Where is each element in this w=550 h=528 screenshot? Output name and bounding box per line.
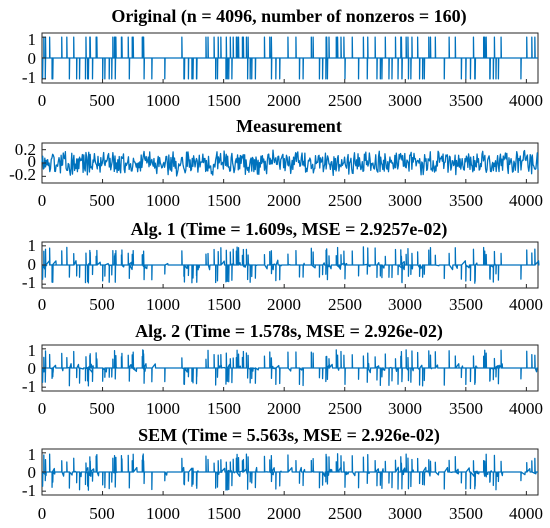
panel-title: SEM (Time = 5.563s, MSE = 2.926e-02) xyxy=(138,425,440,446)
signal-line xyxy=(41,36,538,80)
x-tick-label: 3000 xyxy=(388,295,422,314)
x-tick-labels: 0 500 1000 1500 2000 2500 3000 3500 4000 xyxy=(38,191,543,210)
y-tick-labels: 0.2 0 -0.2 xyxy=(9,140,36,184)
x-tick-label: 1000 xyxy=(146,295,180,314)
x-tick-label: 2500 xyxy=(328,504,362,523)
x-tick-label: 3000 xyxy=(388,399,422,418)
panel-measurement: Measurement 0.2 0 -0.2 0 500 1000 1500 2… xyxy=(9,116,543,210)
x-tick-label: 2000 xyxy=(267,191,301,210)
x-tick-label: 4000 xyxy=(509,91,543,110)
y-tick-labels: 1 0 -1 xyxy=(22,236,36,292)
x-tick-label: 4000 xyxy=(509,295,543,314)
x-tick-label: 3000 xyxy=(388,191,422,210)
x-tick-labels: 0 500 1000 1500 2000 2500 3000 3500 4000 xyxy=(38,91,543,110)
x-tick-labels: 0 500 1000 1500 2000 2500 3000 3500 4000 xyxy=(38,399,543,418)
y-tick-label: 1 xyxy=(28,236,37,255)
panel-title: Alg. 2 (Time = 1.578s, MSE = 2.926e-02) xyxy=(135,321,443,342)
x-tick-label: 2000 xyxy=(267,295,301,314)
x-tick-label: 3500 xyxy=(449,399,483,418)
panel-alg2: Alg. 2 (Time = 1.578s, MSE = 2.926e-02) … xyxy=(22,321,543,418)
x-tick-label: 0 xyxy=(38,504,47,523)
x-tick-label: 3500 xyxy=(449,91,483,110)
x-tick-label: 2000 xyxy=(267,91,301,110)
panel-title: Measurement xyxy=(236,116,342,136)
x-tick-label: 0 xyxy=(38,295,47,314)
y-tick-label: 1 xyxy=(28,341,37,360)
y-tick-labels: 1 0 -1 xyxy=(22,341,36,396)
x-tick-label: 2500 xyxy=(328,295,362,314)
y-tick-label: 0 xyxy=(28,49,37,68)
y-tick-label: 0.2 xyxy=(15,140,36,159)
y-tick-label: 1 xyxy=(28,445,37,464)
x-tick-label: 0 xyxy=(38,91,47,110)
signal-line xyxy=(41,349,538,387)
signal-line xyxy=(41,453,538,491)
x-tick-label: 3500 xyxy=(449,504,483,523)
panel-title: Alg. 1 (Time = 1.609s, MSE = 2.9257e-02) xyxy=(131,219,448,240)
x-tick-label: 4000 xyxy=(509,504,543,523)
x-tick-label: 4000 xyxy=(509,191,543,210)
x-tick-label: 1500 xyxy=(207,504,241,523)
x-tick-label: 2000 xyxy=(267,504,301,523)
x-tick-label: 3500 xyxy=(449,191,483,210)
x-tick-label: 3000 xyxy=(388,504,422,523)
x-tick-label: 2500 xyxy=(328,91,362,110)
x-tick-label: 500 xyxy=(89,91,115,110)
y-tick-labels: 1 0 -1 xyxy=(22,30,36,87)
y-tick-label: -1 xyxy=(22,273,36,292)
x-tick-label: 2000 xyxy=(267,399,301,418)
x-tick-label: 3500 xyxy=(449,295,483,314)
x-tick-label: 500 xyxy=(89,504,115,523)
y-tick-label: 0 xyxy=(28,255,37,274)
x-tick-label: 4000 xyxy=(509,399,543,418)
x-tick-label: 3000 xyxy=(388,91,422,110)
y-tick-labels: 1 0 -1 xyxy=(22,445,36,500)
y-tick-label: 0 xyxy=(28,359,37,378)
y-tick-label: -0.2 xyxy=(9,165,36,184)
x-tick-label: 500 xyxy=(89,191,115,210)
x-tick-labels: 0 500 1000 1500 2000 2500 3000 3500 4000 xyxy=(38,504,543,523)
y-tick-label: -1 xyxy=(22,481,36,500)
x-tick-label: 1000 xyxy=(146,91,180,110)
panel-sem: SEM (Time = 5.563s, MSE = 2.926e-02) 1 0… xyxy=(22,425,543,523)
x-tick-label: 2500 xyxy=(328,191,362,210)
y-tick-label: 0 xyxy=(28,152,37,171)
x-tick-label: 0 xyxy=(38,191,47,210)
x-tick-label: 1500 xyxy=(207,399,241,418)
x-tick-labels: 0 500 1000 1500 2000 2500 3000 3500 4000 xyxy=(38,295,543,314)
y-tick-label: -1 xyxy=(22,68,36,87)
y-tick-label: -1 xyxy=(22,377,36,396)
x-tick-label: 1500 xyxy=(207,191,241,210)
x-tick-label: 1500 xyxy=(207,91,241,110)
x-tick-label: 2500 xyxy=(328,399,362,418)
signal-line xyxy=(41,149,539,177)
signal-line xyxy=(41,246,540,284)
y-tick-label: 1 xyxy=(28,30,37,49)
panel-original: Original (n = 4096, number of nonzeros =… xyxy=(22,6,543,110)
x-tick-label: 500 xyxy=(89,399,115,418)
x-tick-label: 1500 xyxy=(207,295,241,314)
x-tick-label: 0 xyxy=(38,399,47,418)
y-tick-label: 0 xyxy=(28,463,37,482)
x-tick-label: 1000 xyxy=(146,504,180,523)
x-tick-label: 500 xyxy=(89,295,115,314)
x-tick-label: 1000 xyxy=(146,399,180,418)
panel-alg1: Alg. 1 (Time = 1.609s, MSE = 2.9257e-02)… xyxy=(22,219,543,314)
x-tick-label: 1000 xyxy=(146,191,180,210)
panel-title: Original (n = 4096, number of nonzeros =… xyxy=(111,6,466,27)
